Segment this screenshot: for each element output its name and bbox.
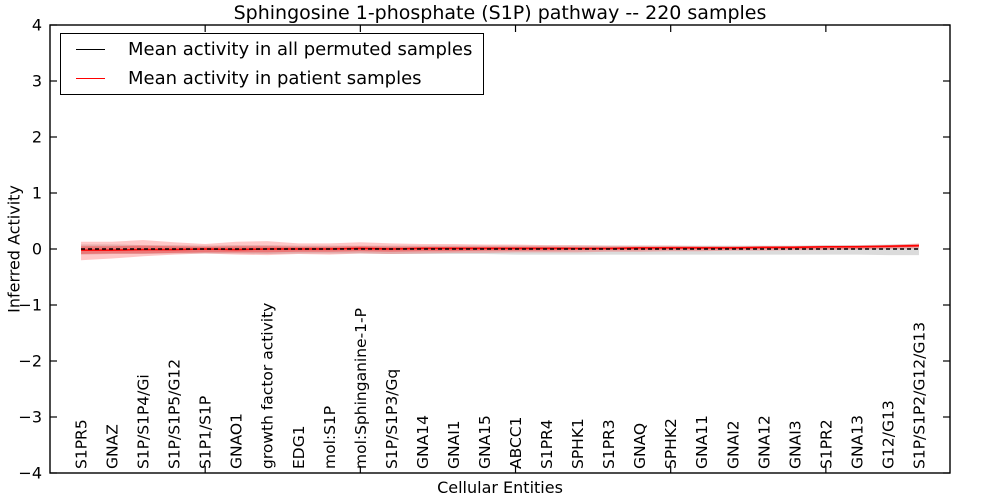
y-tick-label: −1: [18, 296, 42, 315]
x-tick-label: S1P/S1P2/G12/G13: [910, 322, 928, 469]
x-tick-label: S1PR2: [817, 419, 835, 469]
x-tick-label: S1PR3: [600, 419, 618, 469]
legend-entry-patient: Mean activity in patient samples: [61, 64, 483, 93]
legend-line-sample-red: [76, 78, 105, 80]
y-axis-title: Inferred Activity: [4, 185, 24, 313]
x-tick-label: mol:S1P: [321, 406, 339, 469]
x-tick-label: S1P/S1P5/G12: [166, 359, 184, 469]
x-tick-label: GNAO1: [228, 413, 246, 469]
x-tick-label: G12/G13: [879, 400, 897, 469]
x-tick-label: GNA15: [476, 415, 494, 469]
y-tick-label: −2: [18, 352, 42, 371]
x-tick-label: EDG1: [290, 425, 308, 469]
legend-entry-permuted: Mean activity in all permuted samples: [61, 35, 483, 64]
legend-label: Mean activity in patient samples: [128, 68, 422, 90]
x-tick-label: GNA12: [755, 415, 773, 469]
y-tick-label: 3: [32, 72, 42, 91]
x-tick-label: growth factor activity: [259, 303, 277, 469]
x-tick-label: S1P/S1P3/Gq: [383, 369, 401, 469]
x-axis-title: Cellular Entities: [437, 478, 563, 497]
y-tick-label: 1: [32, 184, 42, 203]
y-tick-label: 4: [32, 16, 42, 35]
x-tick-label: GNA13: [848, 415, 866, 469]
legend-line-sample-black: [76, 48, 105, 50]
y-tick-label: 2: [32, 128, 42, 147]
patient-samples-inner-band: [81, 244, 919, 255]
x-tick-label: GNAI1: [445, 420, 463, 469]
x-tick-label: GNAI2: [724, 420, 742, 469]
x-tick-label: GNA11: [693, 415, 711, 469]
y-tick-label: 0: [32, 240, 42, 259]
x-tick-label: S1P1/S1P: [197, 396, 215, 469]
y-tick-label: −4: [18, 464, 42, 483]
x-tick-label: GNAZ: [104, 424, 122, 469]
x-tick-label: GNAQ: [631, 423, 649, 469]
permuted-samples-std-band: [81, 243, 919, 256]
x-tick-label: GNAI3: [786, 420, 804, 469]
x-tick-label: S1PR4: [538, 419, 556, 469]
y-tick-label: −3: [18, 408, 42, 427]
legend: Mean activity in all permuted samples Me…: [60, 33, 484, 95]
patient-samples-outer-band: [81, 240, 919, 261]
x-tick-label: GNA14: [414, 415, 432, 469]
chart-title: Sphingosine 1-phosphate (S1P) pathway --…: [233, 2, 767, 24]
x-tick-label: SPHK1: [569, 418, 587, 469]
x-tick-label: SPHK2: [662, 418, 680, 469]
x-tick-label: S1PR5: [73, 419, 91, 469]
patient-mean-line: [81, 244, 919, 251]
x-tick-label: S1P/S1P4/Gi: [135, 374, 153, 469]
x-tick-label: ABCC1: [507, 417, 525, 469]
legend-label: Mean activity in all permuted samples: [128, 38, 473, 60]
x-tick-label: mol:Sphinganine-1-P: [352, 308, 370, 469]
